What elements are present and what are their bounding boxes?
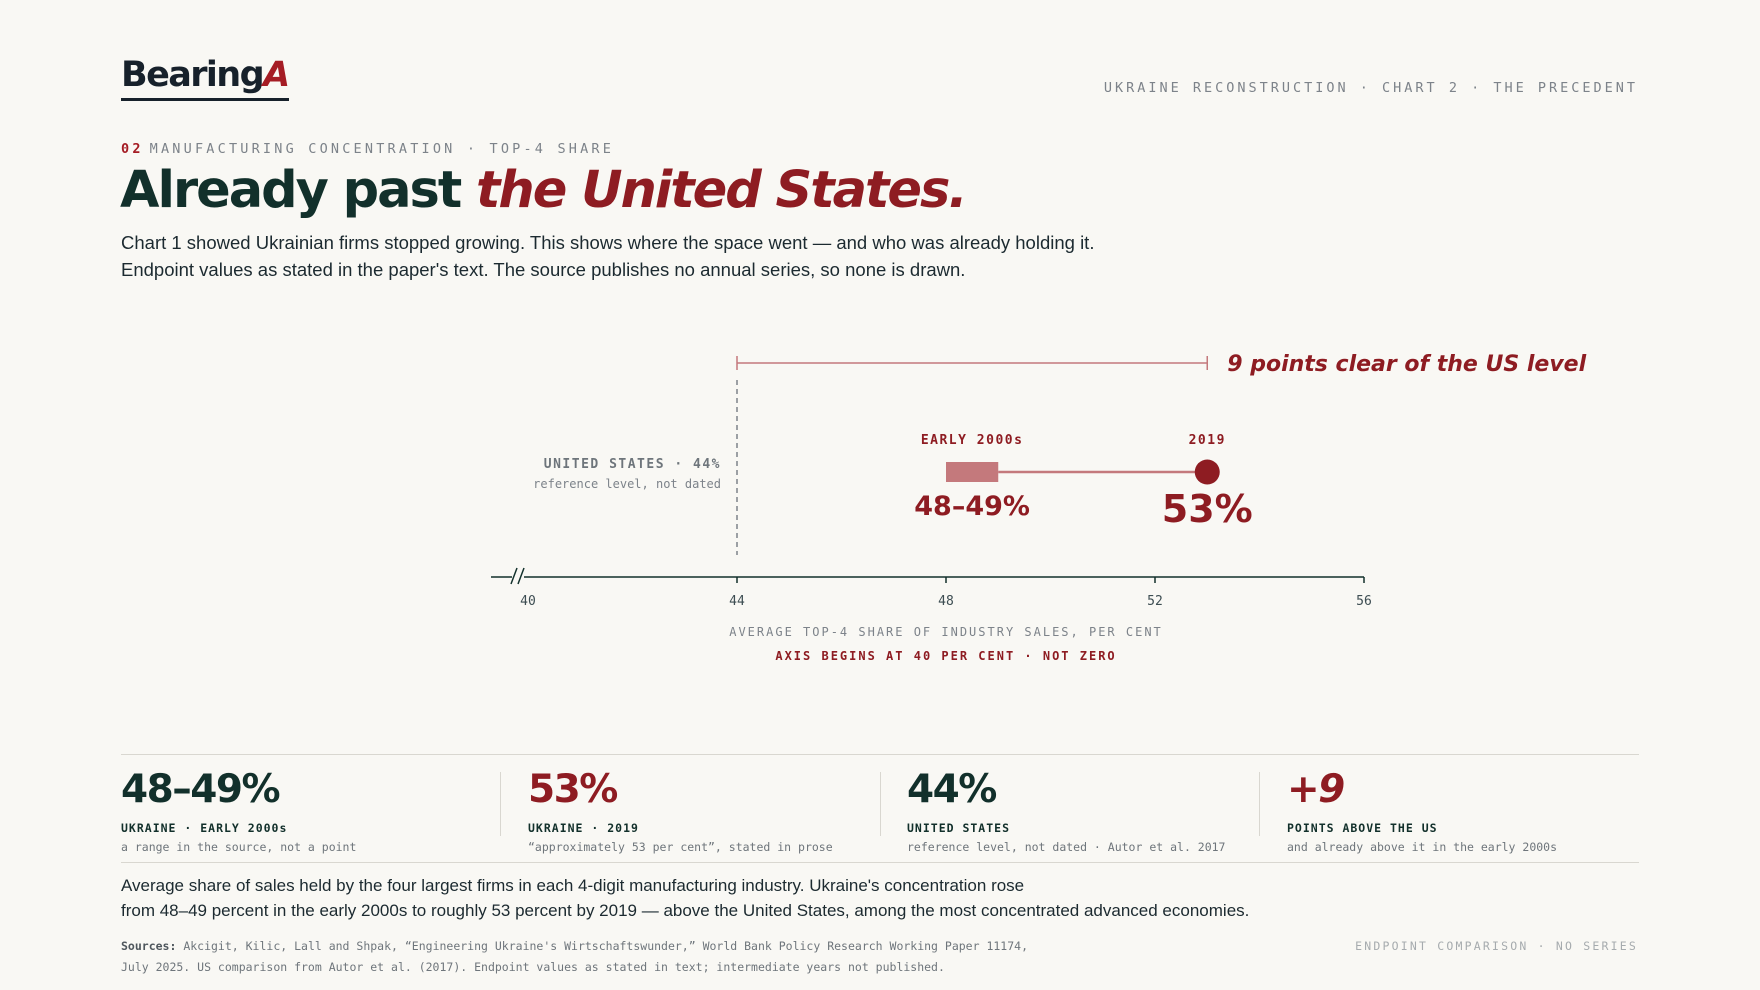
sources-line-2: July 2025. US comparison from Autor et a… [121,960,945,974]
gap-bracket-label: 9 points clear of the US level [1227,352,1586,377]
axis-note: AXIS BEGINS AT 40 PER CENT · NOT ZERO [775,649,1116,663]
stat-divider [880,772,881,836]
point-label: 2019 [1189,433,1226,448]
sources-note: Sources: Akcigit, Kilic, Lall and Shpak,… [121,936,1028,978]
stats-top-rule [121,754,1639,755]
stat-note: and already above it in the early 2000s [1287,840,1558,854]
stat-note: reference level, not dated · Autor et al… [907,840,1226,854]
section-number: 02 [121,141,144,157]
stat-points-above: +9 POINTS ABOVE THE US and already above… [1287,770,1557,854]
dumbbell-chart: 40 44 48 52 56 AVERAGE TOP-4 SHARE OF INDUSTR… [491,352,1587,663]
subtitle-line-2: Endpoint values as stated in the paper's… [121,259,966,280]
breadcrumb: UKRAINE RECONSTRUCTION · CHART 2 · THE P… [1103,80,1638,96]
x-axis-title: AVERAGE TOP-4 SHARE OF INDUSTRY SALES, P… [729,625,1163,639]
stat-label: UNITED STATES [907,821,1011,835]
x-tick-label: 44 [729,594,745,609]
logo-main: Bearing [121,55,265,95]
title-plain: Already past [120,161,477,220]
x-tick-label: 52 [1147,594,1163,609]
section-label: MANUFACTURING CONCENTRATION · TOP-4 SHAR… [149,141,615,157]
stat-united-states: 44% UNITED STATES reference level, not d… [907,770,1226,854]
stat-divider [500,772,501,836]
stat-value: 48–49% [121,767,281,812]
stat-value: 44% [907,767,997,812]
reference-sublabel: reference level, not dated [533,477,721,491]
axis-break-mark [517,567,525,585]
stat-value: 53% [528,767,618,812]
brand-logo: BearingA [121,55,290,101]
stats-bottom-rule [121,862,1639,863]
x-tick-label: 40 [520,594,536,609]
reference-label: UNITED STATES · 44% [544,457,721,472]
caption-line-2: from 48–49 percent in the early 2000s to… [121,900,1250,920]
footer-tag: ENDPOINT COMPARISON · NO SERIES [1355,939,1638,953]
title-emphasis: the United States. [476,161,968,220]
range-label: EARLY 2000s [921,433,1024,448]
stat-early-2000s: 48–49% UKRAINE · EARLY 2000s a range in … [121,770,356,854]
stats-row: 48–49% UKRAINE · EARLY 2000s a range in … [121,770,1639,854]
sources-line-1: Sources: Akcigit, Kilic, Lall and Shpak,… [121,936,1028,957]
x-tick-label: 48 [938,594,954,609]
logo-accent: A [263,55,290,95]
stat-label: POINTS ABOVE THE US [1287,821,1438,835]
stat-note: a range in the source, not a point [121,840,357,854]
chart-caption: Average share of sales held by the four … [121,874,1249,923]
range-value-label: 48–49% [914,491,1030,522]
stat-2019: 53% UKRAINE · 2019 “approximately 53 per… [528,770,833,854]
point-marker [1194,459,1220,485]
section-kicker: 02 MANUFACTURING CONCENTRATION · TOP-4 SH… [121,141,614,157]
subtitle: Chart 1 showed Ukrainian firms stopped g… [121,229,1094,283]
point-value-label: 53% [1162,487,1253,531]
sources-prefix: Sources: [121,939,177,953]
axis-break-mark [510,567,518,585]
range-bar [946,462,999,482]
caption-line-1: Average share of sales held by the four … [121,876,1025,895]
subtitle-line-1: Chart 1 showed Ukrainian firms stopped g… [121,232,1095,253]
x-tick-label: 56 [1356,594,1372,609]
stat-label: UKRAINE · 2019 [528,821,639,835]
stat-note: “approximately 53 per cent”, stated in p… [528,840,833,854]
sources-text-1: Akcigit, Kilic, Lall and Shpak, “Enginee… [176,939,1028,953]
stat-value: +9 [1287,767,1345,812]
stat-divider [1259,772,1260,836]
stat-label: UKRAINE · EARLY 2000s [121,821,288,835]
page-title: Already past the United States. [120,160,968,221]
